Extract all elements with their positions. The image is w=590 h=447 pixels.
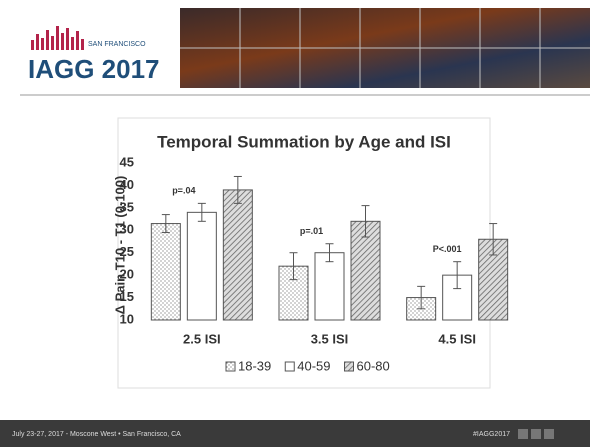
legend-label: 40-59 bbox=[297, 358, 330, 373]
footer-right: #IAGG2017 bbox=[473, 431, 510, 438]
y-tick-label: 10 bbox=[120, 311, 134, 326]
y-tick-label: 20 bbox=[120, 267, 134, 282]
logo-text: IAGG 2017 bbox=[28, 54, 160, 84]
x-tick-label: 4.5 ISI bbox=[438, 331, 476, 346]
y-tick-label: 25 bbox=[120, 244, 134, 259]
y-tick-label: 35 bbox=[120, 199, 134, 214]
error-bar bbox=[233, 175, 242, 204]
error-bar bbox=[289, 252, 298, 281]
error-bar bbox=[417, 285, 426, 310]
annotation: p=.01 bbox=[300, 226, 323, 236]
bar bbox=[314, 252, 345, 321]
photo-grid bbox=[180, 8, 590, 88]
y-tick-label: 45 bbox=[120, 154, 134, 169]
error-bar bbox=[325, 243, 334, 263]
logo-bars bbox=[31, 26, 84, 50]
chart-title: Temporal Summation by Age and ISI bbox=[157, 132, 451, 151]
footer-bar bbox=[0, 420, 590, 447]
error-bar bbox=[197, 202, 206, 222]
legend-swatch bbox=[344, 361, 354, 372]
legend-swatch bbox=[284, 361, 295, 372]
error-bar bbox=[489, 223, 498, 256]
annotation: p=.04 bbox=[172, 186, 195, 196]
bar bbox=[186, 211, 217, 321]
y-tick-label: 15 bbox=[120, 289, 134, 304]
legend-label: 18-39 bbox=[238, 358, 271, 373]
footer-left: July 23-27, 2017 - Moscone West • San Fr… bbox=[12, 431, 181, 438]
error-bar bbox=[361, 205, 370, 238]
legend-label: 60-80 bbox=[357, 358, 390, 373]
social-icons bbox=[518, 429, 554, 439]
y-axis-label: Δ Pain T10 - T1 (0-100) bbox=[112, 176, 127, 315]
legend-swatch bbox=[225, 361, 236, 372]
bar bbox=[350, 220, 381, 321]
error-bar bbox=[453, 261, 462, 290]
bar bbox=[222, 189, 253, 321]
logo-city: SAN FRANCISCO bbox=[88, 41, 146, 48]
x-tick-label: 3.5 ISI bbox=[311, 331, 349, 346]
y-tick-label: 30 bbox=[120, 222, 134, 237]
x-tick-label: 2.5 ISI bbox=[183, 331, 221, 346]
y-tick-label: 40 bbox=[120, 177, 134, 192]
error-bar bbox=[161, 214, 170, 234]
annotation: P<.001 bbox=[433, 244, 462, 254]
bar bbox=[150, 223, 181, 321]
